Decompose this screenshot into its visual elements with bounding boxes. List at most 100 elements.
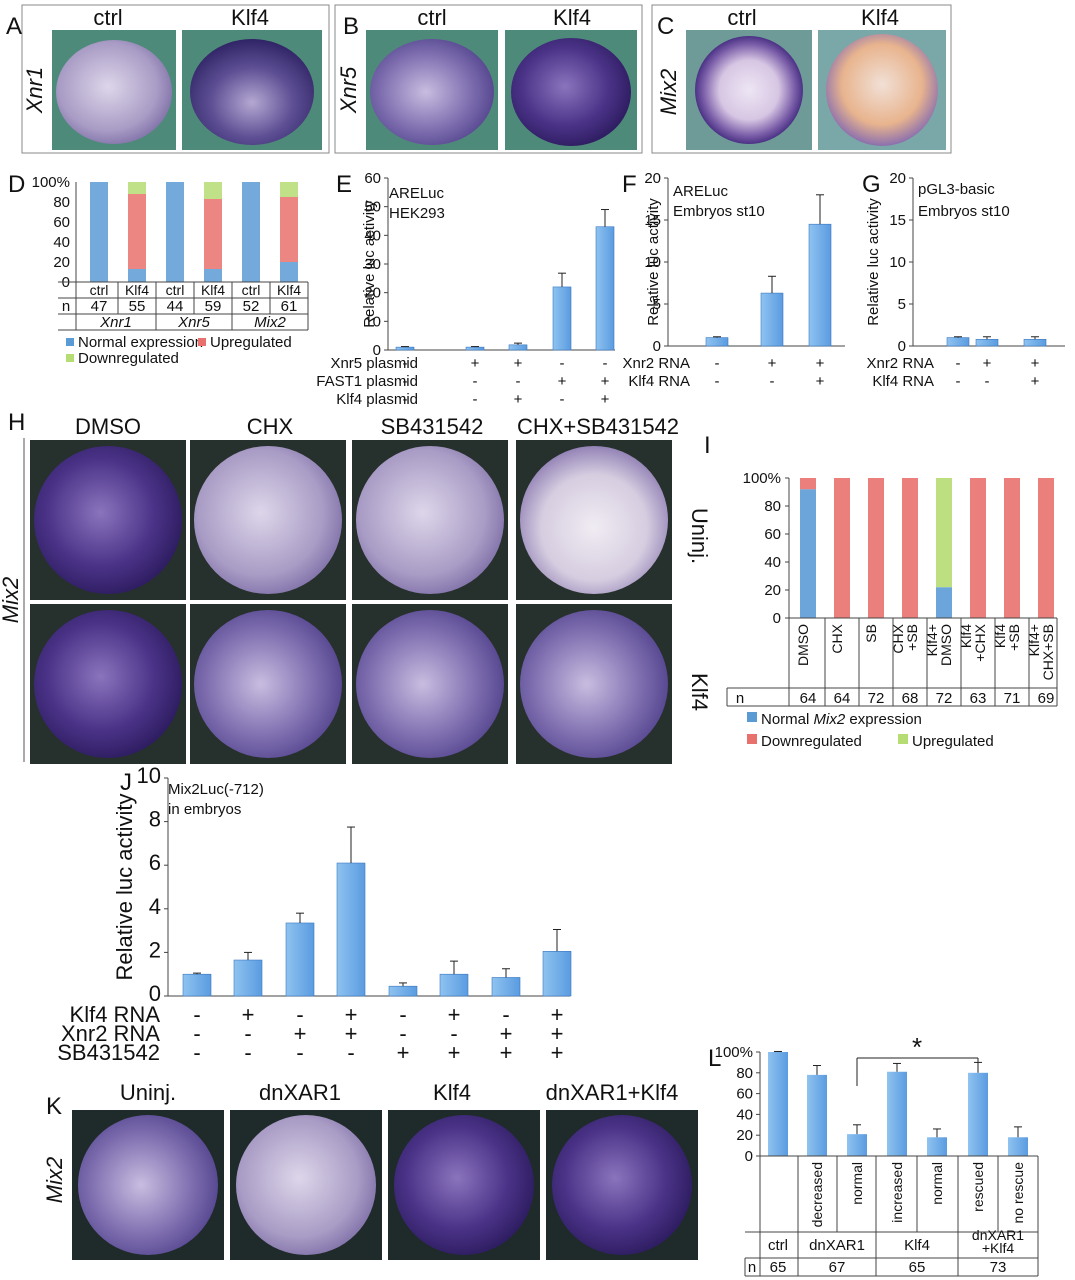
panel-h-embryo-top bbox=[520, 446, 668, 594]
panel-l-group-label: ctrl bbox=[768, 1237, 788, 1254]
panel-j-row-value: - bbox=[296, 1040, 303, 1065]
panel-j-ylabel: Relative luc activity bbox=[112, 793, 137, 980]
panel-b: B ctrl Klf4 Xnr5 bbox=[334, 4, 643, 154]
panel-e-row-value: + bbox=[514, 391, 523, 408]
panel-e-bar bbox=[508, 344, 528, 351]
panel-l-bar bbox=[847, 1134, 867, 1156]
panel-l-category-label: no rescue bbox=[1010, 1162, 1026, 1224]
panel-d-col-label: Klf4 bbox=[277, 282, 301, 298]
panel-d-legend-down-swatch bbox=[66, 354, 74, 362]
panel-i-ytick-label: 0 bbox=[773, 610, 781, 627]
panel-i-n-value: 72 bbox=[868, 690, 885, 707]
panel-f-ytick-label: 5 bbox=[653, 296, 661, 313]
panel-f-letter: F bbox=[622, 171, 637, 198]
panel-l-ytick-label: 100% bbox=[715, 1044, 753, 1061]
panel-l-ytick-label: 60 bbox=[736, 1086, 753, 1103]
panel-k-embryo bbox=[78, 1115, 218, 1255]
panel-d-n-value: 52 bbox=[243, 298, 260, 315]
panel-i-category-label: +SB bbox=[904, 624, 920, 651]
panel-i-legend-down-swatch bbox=[747, 734, 757, 744]
panel-b-gene-label: Xnr5 bbox=[336, 66, 361, 114]
panel-d-bar-segment bbox=[90, 182, 108, 282]
panel-i-letter: I bbox=[704, 432, 711, 459]
panel-a-gene-label: Xnr1 bbox=[22, 67, 47, 114]
panel-j-row-value: + bbox=[242, 1002, 255, 1027]
panel-e-row-value: - bbox=[516, 373, 521, 390]
panel-g: G pGL3-basic Embryos st10 0 5 10 15 20 Relati… bbox=[862, 170, 1065, 390]
panel-h-embryo-bottom bbox=[194, 610, 342, 758]
panel-f-row-value: + bbox=[816, 355, 825, 372]
panel-c-ctrl-embryo bbox=[695, 36, 803, 144]
panel-i-bar-segment bbox=[868, 478, 884, 618]
panel-a-klf4-label: Klf4 bbox=[231, 5, 269, 30]
panel-f-ylabel: Relative luc activity bbox=[645, 198, 662, 326]
panel-h-col-dmso: DMSO bbox=[75, 414, 141, 439]
panel-g-letter: G bbox=[862, 171, 881, 198]
panel-c-klf4-embryo bbox=[826, 34, 938, 146]
panel-d-bar-segment bbox=[128, 194, 146, 269]
panel-l-n-value: 65 bbox=[770, 1259, 787, 1276]
panel-i-n-label: n bbox=[736, 690, 744, 707]
panel-g-row-name: Klf4 RNA bbox=[872, 373, 934, 390]
panel-j-bar bbox=[285, 922, 315, 997]
panel-l-category-label: normal bbox=[849, 1162, 865, 1205]
panel-d-ytick-label: 80 bbox=[53, 194, 70, 211]
panel-e-row-value: - bbox=[473, 391, 478, 408]
panel-d-ytick-label: 60 bbox=[53, 214, 70, 231]
panel-f-title-line2: Embryos st10 bbox=[673, 203, 765, 220]
panel-h-col-chx-sb: CHX+SB431542 bbox=[517, 414, 679, 439]
panel-i-n-value: 71 bbox=[1004, 690, 1021, 707]
panel-b-ctrl-label: ctrl bbox=[417, 5, 446, 30]
panel-j-bar bbox=[388, 985, 418, 997]
panel-j-bar bbox=[491, 977, 521, 997]
panel-l-bar bbox=[887, 1071, 907, 1156]
panel-d-bar-segment bbox=[204, 269, 222, 282]
panel-e-row-value: + bbox=[601, 373, 610, 390]
panel-h: H Mix2 DMSO CHX SB431542 CHX+SB431542 bbox=[0, 409, 679, 764]
panel-i-category-label: Klf4+ bbox=[1026, 624, 1042, 656]
panel-h-gene-label: Mix2 bbox=[0, 577, 23, 623]
panel-l-bar bbox=[1008, 1137, 1028, 1156]
panel-f-ytick-label: 15 bbox=[644, 212, 661, 229]
panel-i-bar-segment bbox=[936, 587, 952, 618]
panel-i: I Uninj. Klf4 0 20 40 60 80 100% DMSO CHX SB CHX… bbox=[687, 432, 1058, 750]
panel-d-bar-segment bbox=[280, 262, 298, 282]
panel-i-category-label: CHX+SB bbox=[1040, 624, 1056, 680]
panel-e-bar bbox=[395, 346, 415, 351]
panel-d-col-label: Klf4 bbox=[125, 282, 149, 298]
panel-d-bar-segment bbox=[280, 182, 298, 197]
panel-d-bar-segment bbox=[166, 182, 184, 282]
panel-i-bar-segment bbox=[800, 478, 816, 490]
panel-g-row-value: + bbox=[1031, 355, 1040, 372]
panel-e-ytick-label: 10 bbox=[364, 313, 381, 330]
panel-f: F ARELuc Embryos st10 0 5 10 15 20 Relative l… bbox=[622, 170, 845, 390]
panel-j-row-value: + bbox=[500, 1040, 513, 1065]
panel-c-letter: C bbox=[657, 13, 674, 40]
panel-d-ytick-label: 40 bbox=[53, 234, 70, 251]
panel-g-ytick-label: 5 bbox=[898, 296, 906, 313]
panel-i-category-label: CHX bbox=[829, 623, 845, 653]
panel-e-row-value: + bbox=[471, 355, 480, 372]
panel-i-ytick-label: 80 bbox=[764, 498, 781, 515]
panel-j-row-value: - bbox=[193, 1021, 200, 1046]
panel-b-klf4-label: Klf4 bbox=[553, 5, 591, 30]
panel-c-klf4-label: Klf4 bbox=[861, 5, 899, 30]
panel-i-bar-segment bbox=[1038, 478, 1054, 618]
panel-d-gene-label: Xnr5 bbox=[177, 314, 210, 331]
panel-d-letter: D bbox=[8, 171, 25, 198]
panel-l-category-label: normal bbox=[929, 1162, 945, 1205]
panel-j-letter: J bbox=[120, 769, 132, 796]
panel-e-ytick-label: 50 bbox=[364, 199, 381, 216]
panel-e-row-value: + bbox=[558, 373, 567, 390]
panel-f-ytick-label: 0 bbox=[653, 338, 661, 355]
panel-l-n-value: 73 bbox=[990, 1259, 1007, 1276]
panel-a-ctrl-label: ctrl bbox=[93, 5, 122, 30]
panel-e-ylabel: Relative luc activity bbox=[361, 200, 378, 328]
panel-l-n-label: n bbox=[748, 1259, 756, 1276]
panel-e-row-value: - bbox=[403, 373, 408, 390]
panel-h-embryo-top bbox=[34, 446, 182, 594]
panel-e-ytick-label: 30 bbox=[364, 256, 381, 273]
panel-i-ytick-label: 20 bbox=[764, 582, 781, 599]
panel-k: K Mix2 Uninj. dnXAR1 Klf4 dnXAR1+Klf4 bbox=[42, 1080, 698, 1260]
panel-l-group-label: +Klf4 bbox=[982, 1240, 1015, 1256]
